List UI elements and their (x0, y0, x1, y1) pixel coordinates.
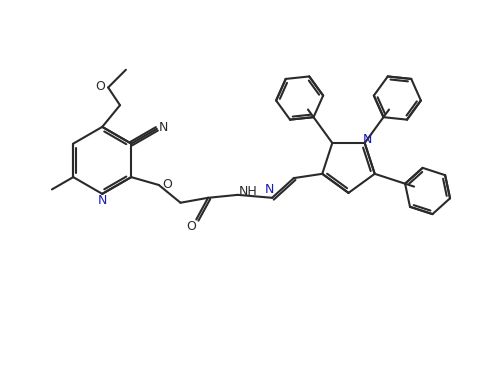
Text: N: N (363, 132, 372, 145)
Text: NH: NH (239, 185, 258, 198)
Text: O: O (162, 178, 172, 191)
Text: N: N (159, 121, 168, 134)
Text: N: N (98, 194, 107, 207)
Text: O: O (186, 220, 196, 233)
Text: O: O (96, 80, 105, 93)
Text: N: N (264, 184, 274, 196)
